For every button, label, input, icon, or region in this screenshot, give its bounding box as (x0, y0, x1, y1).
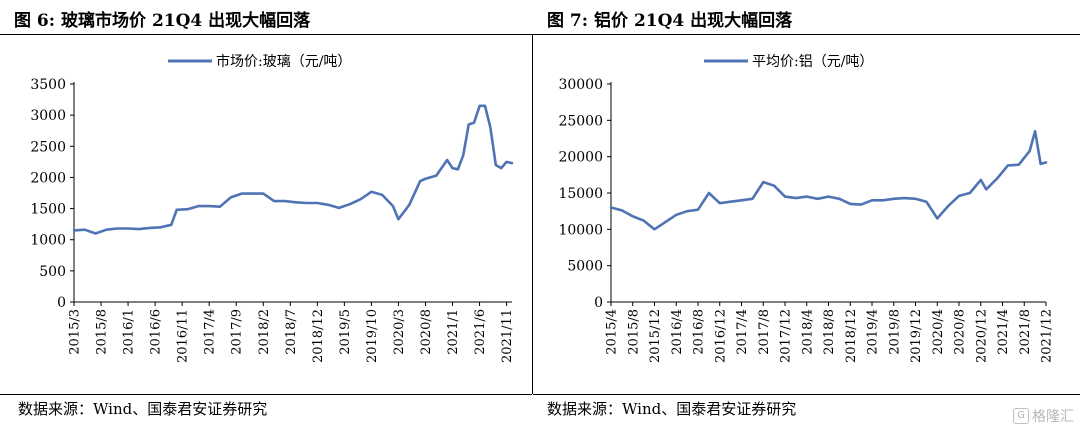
x-tick-label: 2021/12 (1040, 309, 1055, 363)
y-tick-label: 3000 (30, 108, 66, 124)
y-tick-label: 15000 (558, 186, 603, 202)
x-tick-label: 2015/8 (95, 309, 110, 355)
figure-panel-glass: 图 6: 玻璃市场价 21Q4 出现大幅回落 0 500 1000 1500 2000 25… (0, 0, 532, 432)
x-tick-label: 2017/12 (779, 309, 794, 363)
x-tick-label: 2016/11 (176, 309, 191, 363)
x-tick-label: 2017/9 (230, 309, 245, 355)
x-tick-label: 2017/4 (735, 309, 750, 355)
x-tick-label: 2015/4 (605, 309, 620, 355)
y-tick-label: 3500 (30, 77, 66, 93)
x-tick-label: 2018/12 (311, 309, 326, 363)
x-tick-label: 2019/5 (338, 309, 353, 355)
aluminum-price-chart: 0 5000 10000 15000 20000 25000 30000 2015/4 2015… (558, 54, 1055, 363)
watermark-logo-icon: G (1013, 408, 1029, 424)
x-tick-label: 2021/11 (500, 309, 515, 363)
legend-label: 市场价:玻璃（元/吨） (216, 53, 351, 70)
x-tick-label: 2020/3 (392, 309, 407, 355)
x-tick-label: 2016/12 (713, 309, 728, 363)
top-rule (533, 34, 1080, 35)
watermark: G 格隆汇 (1013, 406, 1074, 426)
figure-title-text: 铝价 21Q4 出现大幅回落 (594, 11, 793, 31)
y-tick-label: 0 (57, 295, 66, 311)
x-tick-label: 2016/1 (122, 309, 137, 355)
y-tick-label: 2000 (30, 170, 66, 186)
top-rule (0, 34, 532, 35)
y-tick-label: 1500 (30, 202, 66, 218)
x-tick-label: 2015/8 (626, 309, 641, 355)
x-tick-label: 2018/12 (844, 309, 859, 363)
x-tick-label: 2020/12 (974, 309, 989, 363)
x-tick-label: 2020/8 (953, 309, 968, 355)
bottom-rule (533, 394, 1080, 395)
x-tick-label: 2018/7 (284, 309, 299, 355)
x-tick-label: 2017/8 (757, 309, 772, 355)
y-tick-label: 500 (39, 264, 66, 280)
figure-number: 图 6: (14, 11, 56, 31)
x-tick-label: 2019/10 (365, 309, 380, 363)
x-tick-label: 2015/3 (68, 309, 83, 355)
y-tick-label: 1000 (30, 233, 66, 249)
x-tick-label: 2018/8 (822, 309, 837, 355)
x-tick-label: 2018/2 (257, 309, 272, 355)
x-tick-label: 2020/4 (931, 309, 946, 355)
x-tick-label: 2019/12 (909, 309, 924, 363)
y-tick-label: 30000 (558, 77, 603, 93)
x-tick-label: 2016/6 (149, 309, 164, 355)
y-tick-label: 25000 (558, 113, 603, 129)
x-tick-label: 2021/1 (446, 309, 461, 355)
x-tick-label: 2019/8 (887, 309, 902, 355)
legend-label: 平均价:铝（元/吨） (752, 54, 873, 70)
x-tick-label: 2015/12 (648, 309, 663, 363)
y-tick-label: 0 (594, 295, 603, 311)
y-tick-label: 5000 (567, 259, 603, 275)
watermark-text: 格隆汇 (1032, 409, 1074, 425)
x-tick-label: 2017/4 (203, 309, 218, 355)
x-tick-label: 2016/4 (670, 309, 685, 355)
series-line (72, 104, 514, 235)
y-tick-label: 2500 (30, 139, 66, 155)
figure-number: 图 7: (547, 11, 589, 31)
bottom-rule (0, 394, 532, 395)
y-tick-label: 20000 (558, 150, 603, 166)
y-tick-label: 10000 (558, 222, 603, 238)
x-tick-label: 2019/4 (866, 309, 881, 355)
figure-title: 图 7: 铝价 21Q4 出现大幅回落 (547, 6, 798, 31)
figure-title-text: 玻璃市场价 21Q4 出现大幅回落 (61, 11, 311, 31)
figure-title: 图 6: 玻璃市场价 21Q4 出现大幅回落 (14, 6, 316, 31)
glass-price-chart: 0 500 1000 1500 2000 2500 3000 3500 2015/3 2015/8… (30, 53, 515, 363)
x-tick-label: 2021/8 (1018, 309, 1033, 355)
source-note: 数据来源：Wind、国泰君安证券研究 (18, 400, 268, 418)
x-tick-label: 2018/4 (800, 309, 815, 355)
source-note: 数据来源：Wind、国泰君安证券研究 (547, 400, 797, 418)
x-tick-label: 2021/4 (996, 309, 1011, 355)
figure-panel-aluminum: 图 7: 铝价 21Q4 出现大幅回落 0 5000 10000 15000 20000 2… (533, 0, 1080, 432)
x-tick-label: 2021/6 (473, 309, 488, 355)
x-tick-label: 2016/8 (692, 309, 707, 355)
x-tick-label: 2020/8 (419, 309, 434, 355)
panel-divider (532, 34, 533, 394)
series-line (609, 129, 1048, 231)
